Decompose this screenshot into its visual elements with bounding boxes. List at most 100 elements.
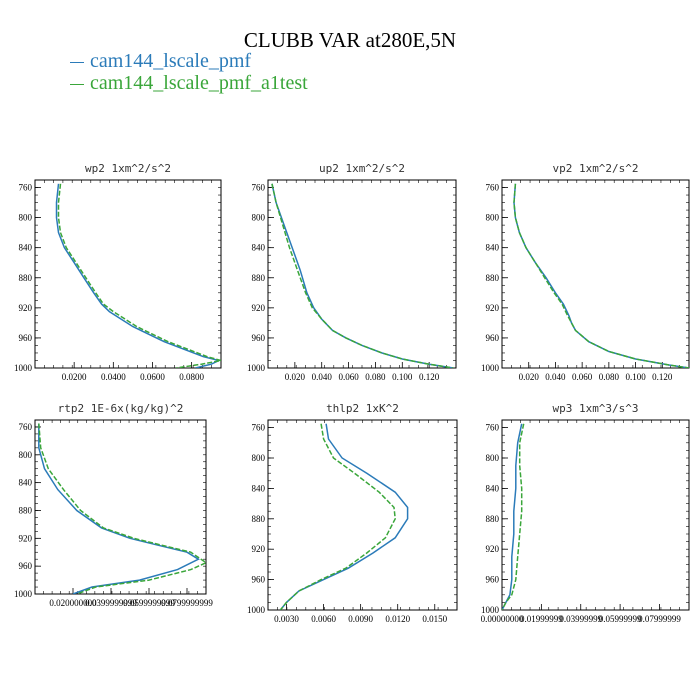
y-tick-label: 760 [19,183,33,193]
y-tick-label: 800 [19,213,33,223]
y-tick-label: 840 [19,478,33,488]
legend-label-2: cam144_lscale_pmf_a1test [90,72,308,94]
x-tick-label: 0.0150 [422,614,447,624]
x-tick-label: 0.100 [392,372,413,382]
x-tick-label: 0.080 [365,372,386,382]
series-line-1 [55,183,221,368]
chart-panel-2: up2 1xm^2/s^2 0.020 0.040 0.060 0.080 0.100 0.… [247,162,457,382]
x-tick-label: 0.01999999 [520,614,563,624]
x-tick-label: 0.0090 [348,614,373,624]
plot-frame [267,179,457,369]
y-tick-label: 920 [252,303,266,313]
y-tick-label: 1000 [14,589,33,599]
plot-frame [267,419,458,611]
series-line-1 [279,423,409,610]
series-line-2 [271,183,454,368]
y-tick-label: 960 [486,333,500,343]
series-line-2 [279,423,396,610]
y-tick-label: 840 [486,483,500,493]
y-tick-label: 1000 [14,363,33,373]
y-tick-label: 920 [19,533,33,543]
y-tick-label: 800 [252,213,266,223]
y-tick-label: 760 [252,423,266,433]
panel-title: wp3 1xm^3/s^3 [552,402,638,415]
y-tick-label: 800 [252,453,266,463]
x-tick-label: 0.05999999 [599,614,642,624]
x-tick-label: 0.07999999 [638,614,681,624]
y-tick-label: 800 [486,213,500,223]
x-tick-label: 0.120 [652,372,673,382]
y-tick-label: 880 [252,273,266,283]
y-tick-label: 920 [252,544,266,554]
y-tick-label: 880 [486,273,500,283]
legend-label-1: cam144_lscale_pmf [90,50,252,72]
y-tick-label: 920 [19,303,33,313]
series-line-1 [271,183,454,368]
x-tick-label: 0.0200 [62,372,87,382]
x-tick-label: 0.0600 [140,372,165,382]
series-line-1 [38,423,200,594]
legend-swatch-2 [70,83,84,85]
chart-panel-3: vp2 1xm^2/s^2 0.020 0.040 0.060 0.080 0.100 0.… [481,162,690,382]
x-tick-label: 0.0599999999 [123,598,175,608]
series-line-2 [38,423,206,594]
panel-title: rtp2 1E-6x(kg/kg)^2 [58,402,184,415]
y-tick-label: 840 [252,483,266,493]
panel-title: wp2 1xm^2/s^2 [85,162,171,175]
y-tick-label: 960 [19,561,33,571]
y-tick-label: 840 [252,243,266,253]
chart-panel-4: rtp2 1E-6x(kg/kg)^2 0.0200000000.03999999… [14,402,213,608]
plot-frame [34,179,222,369]
x-tick-label: 0.0399999999 [85,598,137,608]
x-tick-label: 0.03999999 [559,614,602,624]
y-tick-label: 800 [486,453,500,463]
y-tick-label: 880 [252,514,266,524]
x-tick-label: 0.0060 [311,614,336,624]
y-tick-label: 960 [252,333,266,343]
y-tick-label: 1000 [247,363,266,373]
y-tick-label: 920 [486,303,500,313]
y-tick-label: 1000 [481,363,500,373]
series-line-1 [513,183,689,368]
x-tick-label: 0.0030 [274,614,299,624]
y-tick-label: 920 [486,544,500,554]
y-tick-label: 960 [252,575,266,585]
x-tick-label: 0.020 [285,372,306,382]
x-tick-label: 0.100 [625,372,646,382]
series-line-2 [502,423,525,610]
series-line-1 [502,423,523,610]
chart-panel-5: thlp2 1xK^2 0.0030 0.0060 0.0090 0.0120 0.015… [247,402,458,624]
x-tick-label: 0.020 [519,372,540,382]
panel-title: up2 1xm^2/s^2 [319,162,405,175]
y-tick-label: 800 [19,450,33,460]
x-tick-label: 0.00000000 [481,614,524,624]
x-tick-label: 0.040 [545,372,566,382]
x-tick-label: 0.060 [338,372,359,382]
x-tick-label: 0.120 [419,372,440,382]
x-tick-label: 0.0800 [179,372,204,382]
x-tick-label: 0.040 [312,372,333,382]
chart-panel-6: wp3 1xm^3/s^3 0.000000000.019999990.03999… [481,402,690,624]
chart-title: CLUBB VAR at280E,5N [243,28,457,52]
y-tick-label: 840 [486,243,500,253]
y-tick-label: 880 [486,514,500,524]
y-tick-label: 840 [19,243,33,253]
series-line-2 [57,183,221,368]
legend-entry-1: cam144_lscale_pmf [70,50,251,73]
series-line-2 [513,183,689,368]
plot-frame [501,419,690,611]
y-tick-label: 1000 [481,605,500,615]
panel-title: vp2 1xm^2/s^2 [552,162,638,175]
plot-frame [501,179,690,369]
panel-title: thlp2 1xK^2 [326,402,399,415]
x-tick-label: 0.0799999999 [161,598,213,608]
x-tick-label: 0.0400 [101,372,126,382]
y-tick-label: 880 [19,505,33,515]
legend-entry-2: cam144_lscale_pmf_a1test [70,72,308,95]
x-tick-label: 0.060 [572,372,593,382]
y-tick-label: 760 [486,423,500,433]
y-tick-label: 960 [486,575,500,585]
y-tick-label: 1000 [247,605,266,615]
x-tick-label: 0.020000000 [49,598,97,608]
